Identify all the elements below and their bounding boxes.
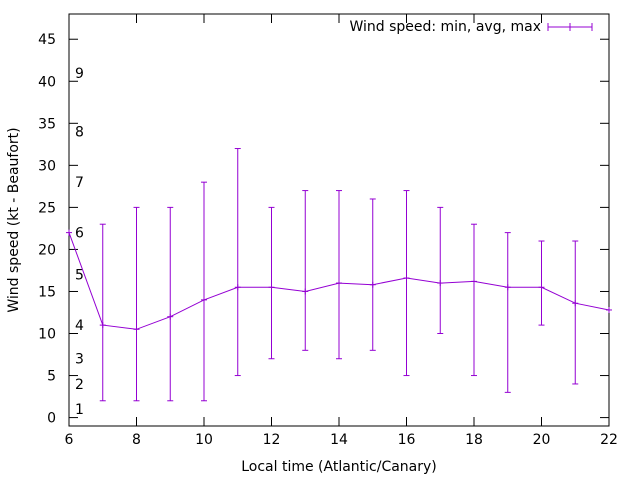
- y-tick-label: 20: [38, 242, 56, 258]
- y-tick-label: 5: [47, 369, 56, 385]
- x-tick-label: 12: [263, 432, 281, 448]
- y-tick-label: 40: [38, 74, 56, 90]
- y-tick-label: 10: [38, 327, 56, 343]
- beaufort-label: 9: [75, 66, 84, 82]
- x-axis-label: Local time (Atlantic/Canary): [241, 459, 437, 475]
- x-tick-label: 8: [132, 432, 141, 448]
- x-tick-label: 20: [533, 432, 551, 448]
- beaufort-label: 5: [75, 268, 84, 284]
- beaufort-label: 2: [75, 377, 84, 393]
- beaufort-labels: 1 2 3 4 5 6 7 8 9: [75, 66, 84, 418]
- series-wind-speed: [66, 148, 612, 402]
- x-tick-label: 22: [600, 432, 618, 448]
- beaufort-label: 7: [75, 175, 84, 191]
- beaufort-label: 8: [75, 125, 84, 141]
- y-tick-label: 0: [47, 411, 56, 427]
- beaufort-label: 4: [75, 318, 84, 334]
- x-tick-label: 16: [398, 432, 416, 448]
- legend: Wind speed: min, avg, max: [349, 19, 593, 35]
- y-tick-label: 15: [38, 284, 56, 300]
- y-tick-label: 25: [38, 200, 56, 216]
- x-tick-label: 18: [465, 432, 483, 448]
- x-tick-label: 6: [65, 432, 74, 448]
- y-tick-label: 30: [38, 158, 56, 174]
- beaufort-label: 1: [75, 402, 84, 418]
- beaufort-label: 3: [75, 352, 84, 368]
- y-tick-label: 35: [38, 116, 56, 132]
- y-axis-label: Wind speed (kt - Beaufort): [6, 127, 22, 312]
- legend-label: Wind speed: min, avg, max: [349, 19, 541, 35]
- beaufort-label: 6: [75, 226, 84, 242]
- x-tick-label: 10: [195, 432, 213, 448]
- y-tick-label: 45: [38, 32, 56, 48]
- x-tick-label: 14: [330, 432, 348, 448]
